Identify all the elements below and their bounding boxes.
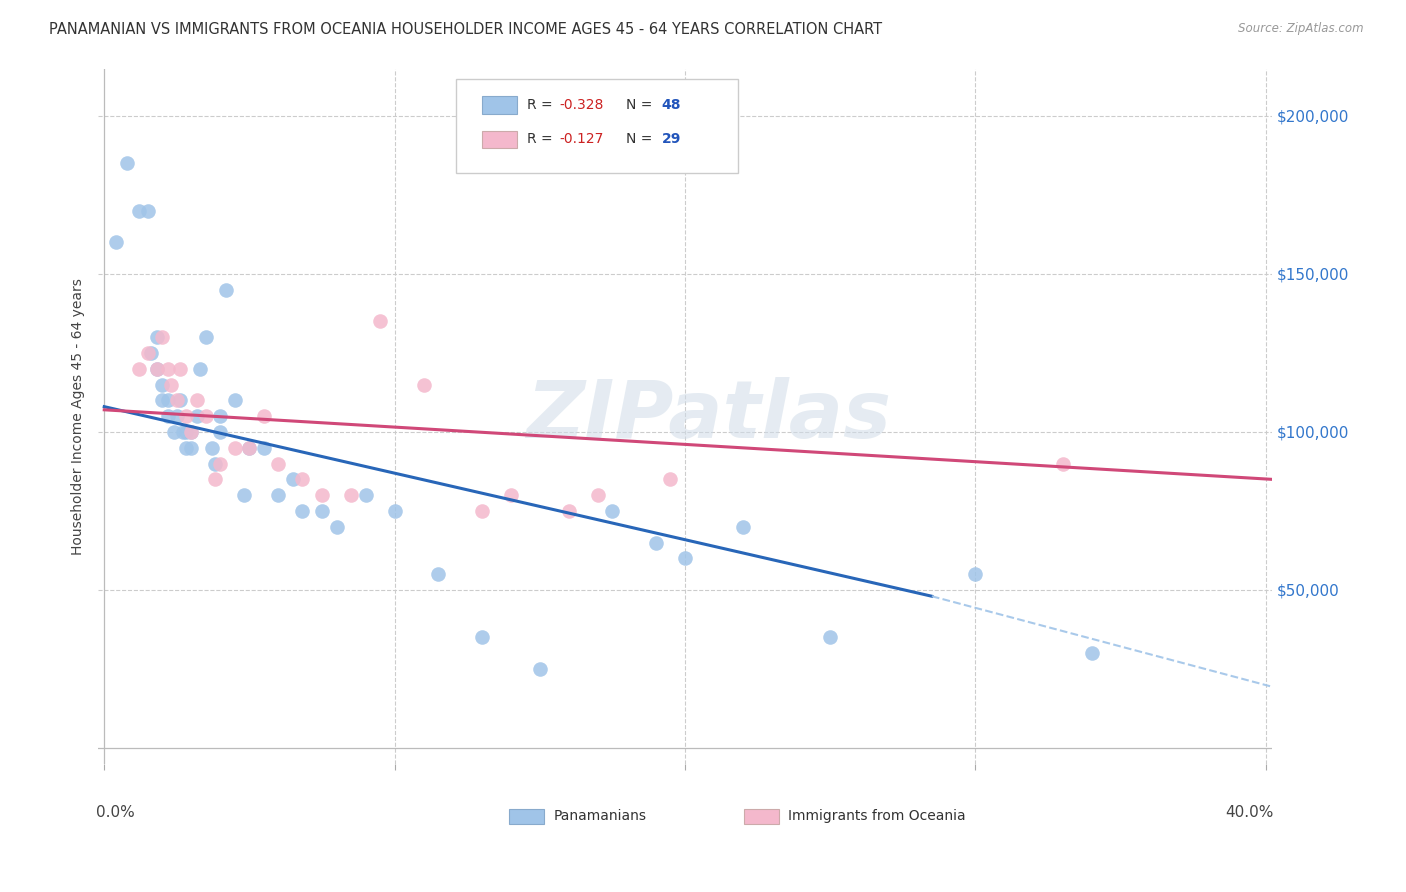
Point	[311, 488, 333, 502]
Point	[186, 393, 208, 408]
Point	[180, 425, 202, 439]
Point	[160, 377, 183, 392]
Point	[180, 425, 202, 439]
FancyBboxPatch shape	[744, 809, 779, 824]
Text: Source: ZipAtlas.com: Source: ZipAtlas.com	[1239, 22, 1364, 36]
Text: ZIPatlas: ZIPatlas	[526, 377, 891, 455]
Point	[471, 504, 494, 518]
Point	[145, 361, 167, 376]
Point	[291, 472, 314, 486]
Point	[215, 283, 238, 297]
Point	[194, 409, 217, 424]
Point	[238, 441, 260, 455]
Point	[201, 441, 224, 455]
Point	[174, 425, 197, 439]
Text: -0.127: -0.127	[560, 132, 603, 146]
Point	[368, 314, 391, 328]
Point	[427, 567, 450, 582]
Point	[340, 488, 363, 502]
Point	[209, 457, 232, 471]
Point	[325, 519, 347, 533]
Text: 29: 29	[662, 132, 681, 146]
Point	[602, 504, 624, 518]
Point	[166, 409, 188, 424]
Point	[172, 425, 194, 439]
Point	[733, 519, 755, 533]
Point	[145, 361, 167, 376]
Point	[965, 567, 987, 582]
Point	[188, 361, 211, 376]
Text: 0.0%: 0.0%	[96, 805, 135, 821]
FancyBboxPatch shape	[482, 131, 517, 148]
Point	[180, 441, 202, 455]
Point	[174, 409, 197, 424]
Point	[136, 203, 159, 218]
Point	[128, 361, 150, 376]
Point	[157, 393, 180, 408]
Text: N =: N =	[626, 132, 657, 146]
Point	[194, 330, 217, 344]
Point	[224, 441, 246, 455]
Point	[558, 504, 581, 518]
Point	[104, 235, 127, 250]
Point	[1080, 646, 1102, 660]
Point	[529, 662, 551, 676]
Text: R =: R =	[527, 132, 557, 146]
Point	[659, 472, 682, 486]
Point	[150, 330, 173, 344]
Point	[267, 457, 290, 471]
Point	[384, 504, 406, 518]
Point	[224, 393, 246, 408]
Point	[499, 488, 522, 502]
Point	[136, 346, 159, 360]
Text: Panamanians: Panamanians	[554, 809, 647, 822]
Point	[673, 551, 696, 566]
Point	[169, 361, 191, 376]
Point	[157, 409, 180, 424]
Point	[163, 425, 186, 439]
Point	[1052, 457, 1074, 471]
Text: R =: R =	[527, 97, 557, 112]
FancyBboxPatch shape	[482, 96, 517, 113]
Text: 40.0%: 40.0%	[1226, 805, 1274, 821]
Point	[145, 330, 167, 344]
Point	[818, 630, 841, 644]
Point	[412, 377, 434, 392]
Text: 48: 48	[662, 97, 681, 112]
Point	[354, 488, 377, 502]
Point	[204, 472, 226, 486]
Point	[471, 630, 494, 644]
Point	[204, 457, 226, 471]
Point	[169, 393, 191, 408]
Point	[139, 346, 162, 360]
Point	[157, 361, 180, 376]
Point	[253, 441, 276, 455]
Point	[128, 203, 150, 218]
Point	[238, 441, 260, 455]
Point	[232, 488, 254, 502]
Point	[645, 535, 668, 549]
Point	[267, 488, 290, 502]
Point	[209, 409, 232, 424]
Point	[174, 441, 197, 455]
Text: PANAMANIAN VS IMMIGRANTS FROM OCEANIA HOUSEHOLDER INCOME AGES 45 - 64 YEARS CORR: PANAMANIAN VS IMMIGRANTS FROM OCEANIA HO…	[49, 22, 883, 37]
Point	[117, 156, 139, 170]
Point	[311, 504, 333, 518]
Point	[186, 409, 208, 424]
Text: Immigrants from Oceania: Immigrants from Oceania	[789, 809, 966, 822]
FancyBboxPatch shape	[509, 809, 544, 824]
Point	[150, 393, 173, 408]
Point	[150, 377, 173, 392]
Point	[291, 504, 314, 518]
Point	[209, 425, 232, 439]
Text: -0.328: -0.328	[560, 97, 603, 112]
Point	[586, 488, 609, 502]
Text: N =: N =	[626, 97, 657, 112]
Point	[253, 409, 276, 424]
Point	[281, 472, 304, 486]
FancyBboxPatch shape	[456, 79, 738, 173]
Y-axis label: Householder Income Ages 45 - 64 years: Householder Income Ages 45 - 64 years	[72, 277, 86, 555]
Point	[166, 393, 188, 408]
